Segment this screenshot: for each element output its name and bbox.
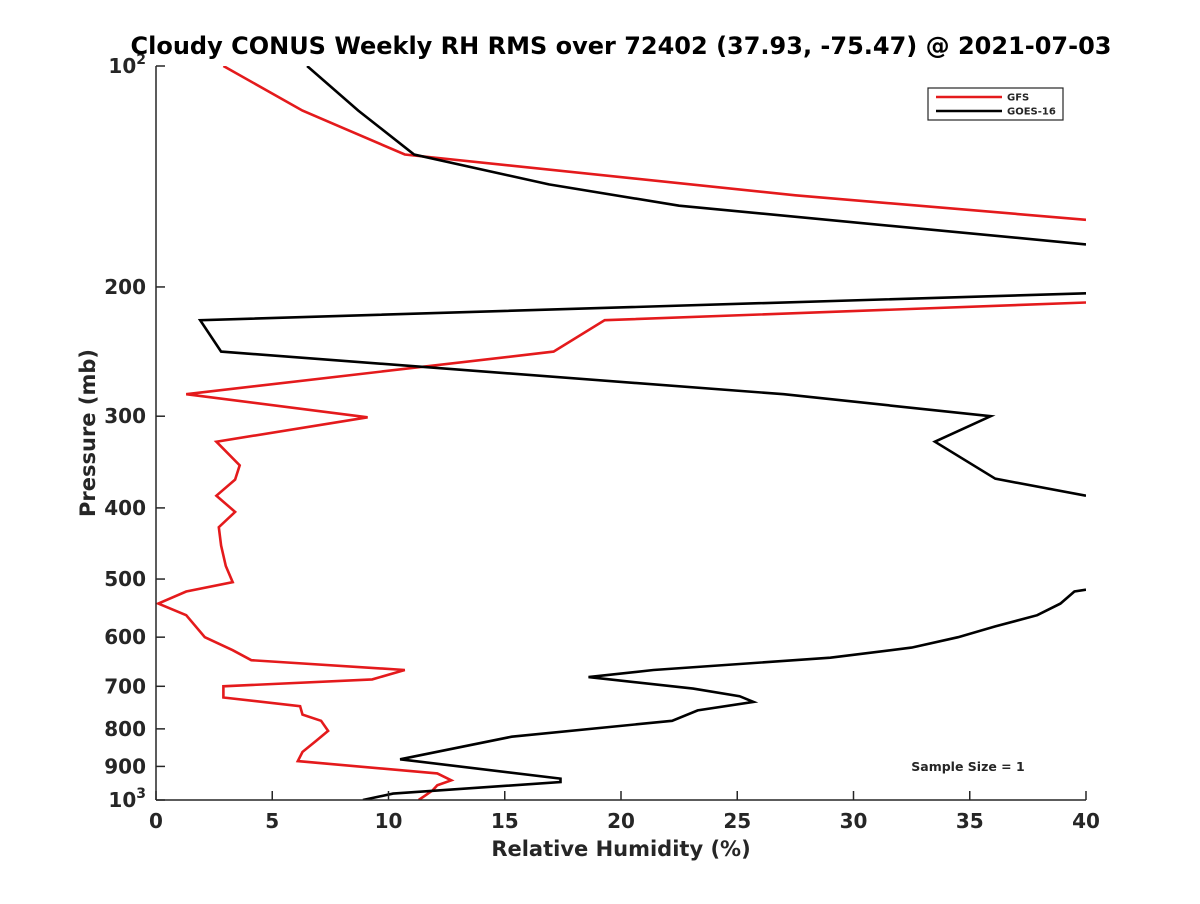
y-axis-label: Pressure (mb) [76,349,100,517]
y-tick-label: 300 [104,404,146,428]
series-line-gfs [156,66,1086,800]
y-tick-label: 500 [104,567,146,591]
x-tick-label: 25 [723,809,751,833]
legend: GFS GOES-16 [927,87,1064,121]
x-tick-label: 0 [149,809,163,833]
y-tick-label: 400 [104,496,146,520]
y-tick-label: 103 [108,786,146,812]
legend-box [927,87,1064,121]
x-tick-label: 5 [265,809,279,833]
x-tick-label: 35 [956,809,984,833]
x-tick-label: 15 [491,809,519,833]
y-tick-label: 700 [104,674,146,698]
legend-label-gfs: GFS [1007,93,1029,104]
y-tick-label: 200 [104,275,146,299]
x-tick-label: 30 [840,809,868,833]
y-tick-label: 800 [104,717,146,741]
legend-label-goes16: GOES-16 [1007,107,1056,118]
x-tick-label: 40 [1072,809,1100,833]
y-ticks: 102 200 300 400 500 600 700 800 900 103 [104,52,165,812]
x-tick-label: 10 [375,809,403,833]
series-layer [156,66,1086,800]
x-tick-label: 20 [607,809,635,833]
x-axis-label: Relative Humidity (%) [491,837,750,861]
chart-title: Cloudy CONUS Weekly RH RMS over 72402 (3… [131,32,1112,60]
y-tick-label: 900 [104,754,146,778]
sample-size-annotation: Sample Size = 1 [911,759,1024,774]
x-ticks: 0 5 10 15 20 25 30 35 40 [149,791,1100,833]
y-tick-label: 102 [108,52,146,78]
y-tick-label: 600 [104,625,146,649]
series-line-goes16 [197,66,1086,800]
